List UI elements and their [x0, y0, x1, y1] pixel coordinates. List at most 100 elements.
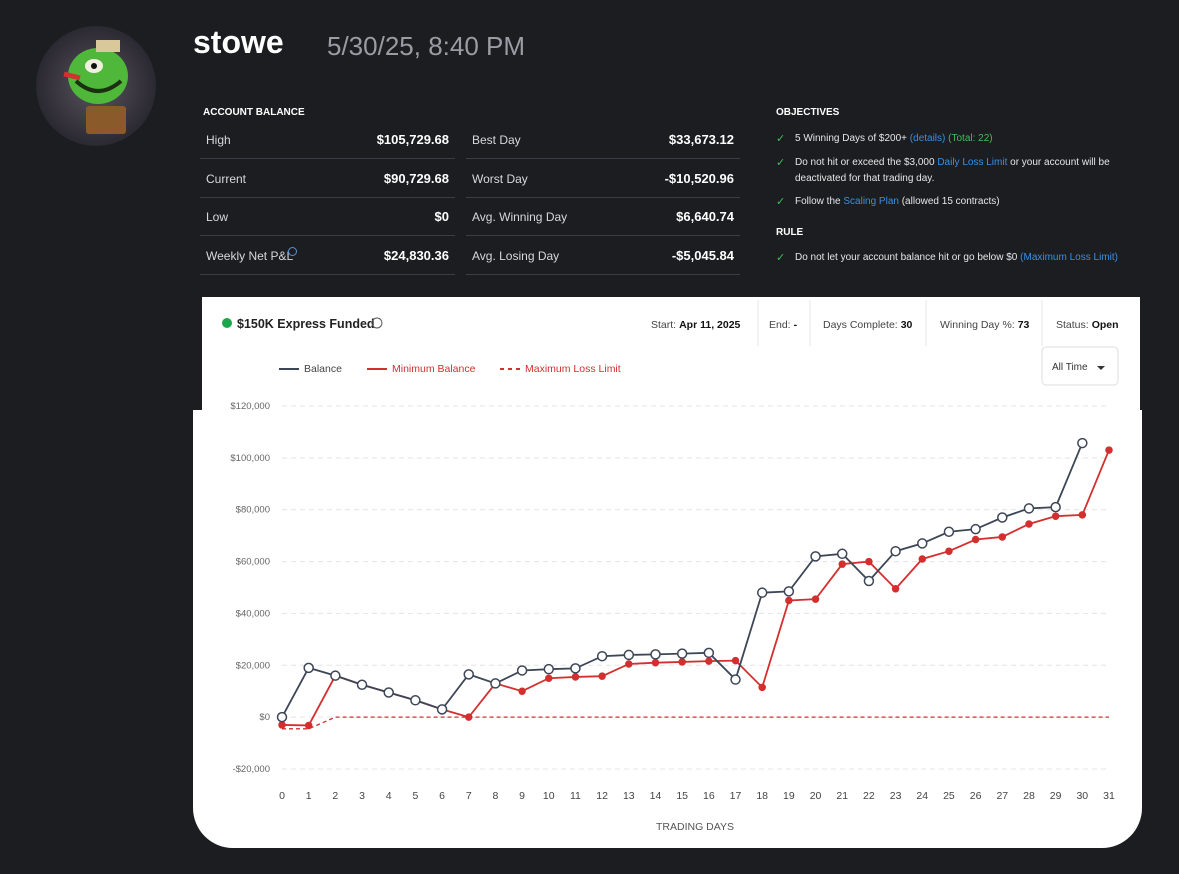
row-value: $90,729.68 [383, 170, 449, 186]
data-point [998, 533, 1007, 541]
check-icon: ✓ [776, 133, 786, 145]
data-point [945, 547, 953, 555]
timestamp: 5/30/25, 8:40 PM [327, 31, 526, 61]
author[interactable]: stowe [193, 24, 284, 60]
data-point [731, 656, 740, 665]
row-value: $24,830.36 [383, 247, 449, 263]
x-tick-label: 18 [756, 790, 768, 802]
series-line [282, 716, 1109, 730]
data-point [810, 551, 821, 562]
table-row: Weekly Net P&L $24,830.36 [200, 236, 455, 275]
x-tick-label: 21 [836, 790, 848, 802]
stat-value: Open [1092, 319, 1119, 331]
legend-label: Balance [304, 363, 342, 375]
row-value: $33,673.12 [668, 132, 734, 147]
x-tick-label: 24 [916, 790, 928, 802]
data-point [570, 663, 581, 674]
y-tick-label: $120,000 [230, 401, 270, 412]
data-point [838, 560, 846, 568]
data-point [756, 587, 768, 598]
text: Follow the [795, 196, 844, 207]
data-point [997, 512, 1008, 523]
row-label: Avg. Winning Day [472, 210, 568, 224]
series-line [281, 449, 1110, 727]
row-label: Best Day [472, 133, 521, 147]
x-tick-label: 16 [703, 790, 715, 802]
row-label: Avg. Losing Day [472, 248, 560, 263]
section-title: RULE [776, 227, 804, 238]
row-label: Low [206, 210, 229, 224]
info-icon [288, 247, 297, 256]
data-point [1077, 437, 1088, 449]
data-point [463, 669, 474, 680]
objective-text: Do not let your account balance hit or g… [795, 250, 1125, 266]
data-point [1025, 520, 1033, 528]
data-point [970, 523, 981, 535]
x-tick-label: 8 [492, 790, 498, 802]
y-tick-label: $20,000 [236, 660, 270, 671]
data-point [918, 555, 927, 563]
legend-label: Minimum Balance [392, 363, 476, 375]
data-point [436, 704, 448, 715]
data-point [303, 662, 314, 674]
stat-value: Apr 11, 2025 [679, 319, 740, 331]
row-label: Worst Day [472, 171, 528, 186]
x-tick-label: 2 [332, 790, 338, 802]
objective-text: Do not hit or exceed the $3,000 Daily Lo… [795, 155, 1125, 187]
data-point [890, 545, 901, 557]
check-icon: ✓ [776, 196, 786, 208]
x-tick-label: 27 [996, 790, 1008, 802]
check-icon: ✓ [776, 157, 786, 169]
x-tick-label: 6 [439, 790, 445, 802]
x-axis-label: TRADING DAYS [656, 821, 734, 833]
data-point [836, 548, 848, 560]
avatar[interactable] [36, 26, 156, 146]
data-point [383, 687, 394, 698]
data-point [891, 585, 900, 593]
stat-label: Days Complete: [823, 319, 898, 331]
info-icon[interactable] [371, 317, 383, 329]
data-point [1023, 503, 1035, 514]
link[interactable]: Scaling Plan [843, 196, 899, 207]
stat: Winning Day %: 73 [940, 319, 1030, 331]
range-label[interactable]: All Time [1052, 362, 1088, 373]
x-tick-label: 20 [810, 790, 822, 802]
row-value: -$5,045.84 [671, 247, 734, 263]
stat-value: 73 [1018, 319, 1030, 331]
stat-label: End: [769, 319, 791, 331]
link[interactable]: (Maximum Loss Limit) [1020, 252, 1118, 263]
section-title: OBJECTIVES [776, 107, 840, 118]
status-dot [222, 318, 232, 328]
row-value: $0 [434, 209, 449, 224]
card-bottom [193, 410, 1142, 848]
table-row: Current $90,729.68 [200, 159, 455, 198]
x-tick-label: 1 [306, 790, 312, 802]
table-row: Avg. Winning Day $6,640.74 [466, 197, 740, 236]
x-tick-label: 17 [730, 790, 742, 802]
x-tick-label: 3 [359, 790, 365, 802]
table-row: Low $0 [200, 197, 455, 236]
data-point [678, 658, 686, 666]
y-tick-label: $80,000 [236, 505, 270, 516]
y-tick-label: $100,000 [230, 453, 270, 464]
stat: Days Complete: 30 [823, 319, 913, 331]
data-point [356, 679, 368, 690]
x-tick-label: 14 [650, 790, 662, 802]
data-point [650, 649, 661, 660]
caret [1097, 366, 1105, 370]
data-point [1078, 511, 1087, 519]
text: Do not let your account balance hit or g… [795, 252, 1021, 263]
link[interactable]: Daily Loss Limit [937, 157, 1008, 168]
x-tick-label: 7 [466, 790, 472, 802]
row-value: -$10,520.96 [664, 170, 734, 186]
y-tick-label: -$20,000 [232, 764, 270, 775]
data-point [811, 595, 820, 603]
text: or your account will be deactivated for … [795, 157, 1110, 184]
link[interactable]: (details) [909, 133, 946, 144]
x-tick-label: 26 [970, 790, 982, 802]
data-point [703, 647, 715, 659]
data-point [625, 660, 633, 668]
data-point [1051, 512, 1060, 520]
range-dropdown[interactable] [1041, 346, 1119, 386]
